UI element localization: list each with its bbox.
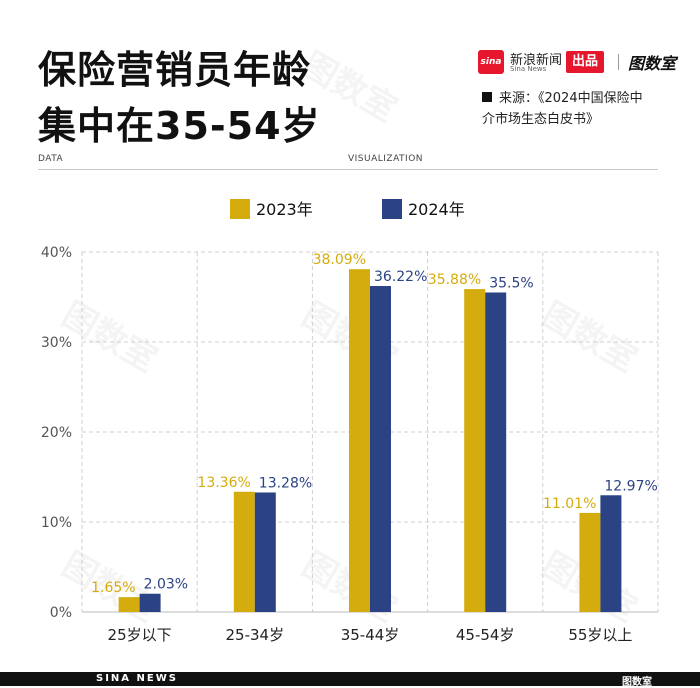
- bar-2023: [464, 289, 486, 612]
- footer-bar: [0, 672, 700, 686]
- visualization-label: VISUALIZATION: [348, 154, 424, 164]
- brand-separator: [618, 54, 619, 70]
- y-tick-label: 30%: [41, 335, 72, 351]
- bar-2024: [254, 492, 276, 612]
- y-tick-label: 0%: [50, 605, 72, 621]
- data-label-2024: 35.5%: [489, 276, 533, 292]
- legend-swatch-2023: [230, 199, 250, 219]
- bar-2023: [118, 597, 140, 612]
- x-tick-label: 25-34岁: [226, 626, 285, 644]
- x-tick-label: 25岁以下: [108, 626, 172, 644]
- data-label-2024: 12.97%: [604, 478, 657, 494]
- title-line-1: 保险营销员年龄: [38, 48, 312, 92]
- legend-label-2023: 2023年: [256, 200, 313, 219]
- bar-2024: [370, 286, 391, 612]
- data-label-2024: 36.22%: [374, 269, 427, 285]
- bar-2024: [485, 292, 507, 612]
- square-bullet-icon: [482, 92, 492, 102]
- source-note: 来源：《2024中国保险中 介市场生态白皮书》: [482, 88, 672, 130]
- page-title: 保险营销员年龄 集中在35-54岁: [38, 42, 321, 154]
- source-line-2: 介市场生态白皮书》: [482, 112, 600, 127]
- data-label-2023: 11.01%: [543, 496, 596, 512]
- footer-text: SINA NEWS: [96, 673, 178, 684]
- y-tick-label: 10%: [41, 515, 72, 531]
- legend: 2023年 2024年: [0, 198, 700, 222]
- legend-label-2024: 2024年: [408, 200, 465, 219]
- footer-logo: 图数室: [622, 677, 652, 688]
- brand-badge: 出品: [566, 51, 605, 73]
- x-tick-label: 45-54岁: [456, 626, 515, 644]
- x-tick-label: 35-44岁: [341, 626, 400, 644]
- sina-logo-icon: sina: [478, 50, 504, 74]
- bar-2023: [579, 512, 601, 612]
- studio-logo: 图数室: [628, 54, 677, 73]
- x-tick-label: 55岁以上: [568, 626, 632, 644]
- data-label: DATA: [38, 154, 64, 164]
- data-label-2023: 13.36%: [197, 475, 250, 491]
- data-label-2024: 13.28%: [259, 475, 312, 491]
- brand-name: 新浪新闻: [510, 53, 563, 68]
- legend-swatch-2024: [382, 199, 402, 219]
- bar-2023: [233, 491, 255, 612]
- data-label-2023: 38.09%: [313, 252, 366, 268]
- data-label-2024: 2.03%: [144, 577, 188, 593]
- brand-block: sina 新浪新闻 Sina News 出品 图数室: [478, 50, 678, 74]
- legend-item-2024: 2024年: [382, 198, 465, 222]
- data-label-2023: 1.65%: [91, 580, 135, 596]
- data-label-2023: 35.88%: [428, 272, 481, 288]
- source-line-1: 来源：《2024中国保险中: [499, 91, 643, 106]
- bar-2024: [139, 593, 161, 612]
- brand-subtitle: Sina News: [510, 65, 547, 73]
- legend-item-2023: 2023年: [230, 198, 313, 222]
- title-line-2: 集中在35-54岁: [38, 104, 321, 148]
- y-tick-label: 40%: [41, 245, 72, 261]
- divider: [38, 169, 658, 170]
- y-tick-label: 20%: [41, 425, 72, 441]
- bar-2023: [349, 269, 370, 612]
- bar-2024: [600, 495, 622, 612]
